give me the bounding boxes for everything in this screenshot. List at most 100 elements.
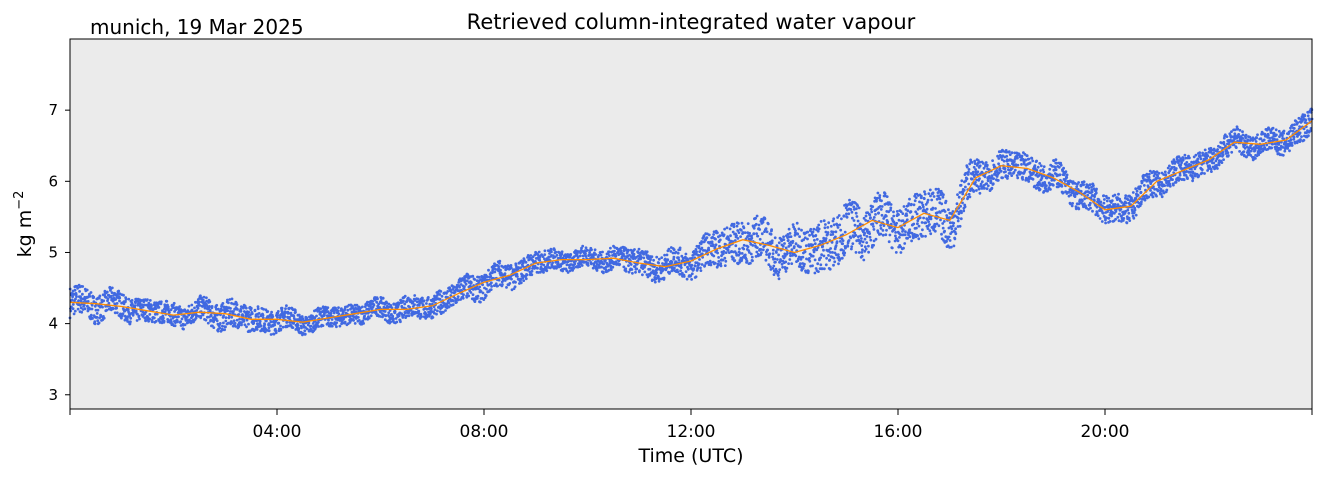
- scatter-point: [218, 326, 222, 330]
- scatter-point: [897, 218, 901, 222]
- scatter-point: [327, 318, 330, 322]
- scatter-point: [130, 299, 134, 302]
- scatter-point: [948, 216, 951, 220]
- scatter-point: [242, 319, 246, 323]
- scatter-point: [1036, 165, 1040, 169]
- scatter-point: [953, 237, 957, 241]
- scatter-point: [742, 247, 746, 251]
- scatter-point: [257, 312, 261, 315]
- scatter-point: [1054, 168, 1058, 172]
- scatter-point: [1172, 183, 1175, 187]
- scatter-point: [932, 195, 936, 198]
- scatter-point: [95, 312, 99, 315]
- scatter-point: [1009, 171, 1012, 175]
- scatter-point: [832, 263, 835, 267]
- scatter-point: [942, 220, 946, 223]
- scatter-point: [604, 259, 607, 262]
- scatter-point: [402, 313, 406, 317]
- scatter-point: [1209, 167, 1213, 171]
- scatter-point: [1091, 209, 1094, 213]
- scatter-point: [356, 316, 360, 319]
- scatter-point: [996, 154, 999, 158]
- scatter-point: [717, 260, 721, 263]
- scatter-point: [138, 317, 141, 321]
- scatter-point: [1147, 175, 1151, 179]
- scatter-point: [430, 307, 433, 310]
- scatter-point: [469, 291, 473, 294]
- scatter-point: [842, 214, 846, 218]
- scatter-point: [706, 260, 710, 264]
- scatter-point: [748, 251, 751, 254]
- scatter-point: [789, 243, 793, 247]
- scatter-point: [894, 251, 898, 254]
- scatter-point: [1142, 184, 1146, 187]
- scatter-point: [820, 253, 823, 257]
- scatter-point: [978, 160, 982, 164]
- scatter-point: [857, 251, 861, 254]
- scatter-point: [548, 252, 551, 255]
- scatter-point: [902, 205, 906, 208]
- scatter-point: [367, 308, 371, 311]
- scatter-point: [843, 251, 847, 255]
- scatter-point: [1077, 181, 1080, 184]
- scatter-point: [770, 228, 773, 232]
- scatter-point: [779, 259, 783, 262]
- scatter-point: [788, 232, 792, 235]
- scatter-point: [591, 266, 595, 270]
- scatter-point: [471, 293, 475, 296]
- scatter-point: [951, 210, 955, 213]
- scatter-point: [566, 271, 570, 274]
- scatter-point: [1203, 148, 1207, 152]
- scatter-point: [735, 224, 739, 228]
- scatter-point: [124, 300, 127, 304]
- scatter-point: [962, 209, 966, 213]
- scatter-point: [376, 297, 379, 301]
- scatter-point: [1183, 153, 1187, 157]
- scatter-point: [278, 316, 282, 320]
- scatter-point: [933, 229, 937, 233]
- scatter-point: [276, 314, 279, 317]
- scatter-point: [201, 298, 205, 302]
- scatter-point: [303, 329, 307, 333]
- scatter-point: [741, 231, 745, 234]
- scatter-point: [1139, 190, 1143, 194]
- scatter-point: [1162, 191, 1166, 195]
- scatter-point: [974, 168, 977, 171]
- scatter-point: [85, 288, 89, 292]
- scatter-point: [990, 186, 994, 190]
- scatter-point: [1157, 171, 1161, 175]
- scatter-point: [297, 327, 301, 330]
- scatter-point: [481, 283, 484, 287]
- scatter-point: [231, 321, 234, 325]
- scatter-point: [1031, 177, 1035, 181]
- scatter-point: [124, 297, 128, 301]
- scatter-point: [1239, 139, 1243, 143]
- scatter-point: [222, 321, 225, 325]
- scatter-point: [578, 254, 582, 258]
- scatter-point: [479, 300, 482, 304]
- scatter-point: [761, 220, 765, 224]
- scatter-point: [1222, 142, 1226, 146]
- scatter-point: [1108, 220, 1112, 223]
- scatter-point: [335, 325, 338, 329]
- scatter-point: [1147, 195, 1151, 199]
- scatter-point: [340, 322, 343, 326]
- scatter-point: [240, 323, 243, 327]
- scatter-point: [300, 326, 303, 330]
- scatter-point: [700, 246, 704, 250]
- scatter-point: [1006, 177, 1009, 180]
- scatter-point: [855, 215, 859, 218]
- scatter-point: [224, 325, 227, 329]
- scatter-point: [1186, 177, 1189, 181]
- scatter-point: [128, 314, 131, 318]
- scatter-point: [216, 329, 220, 333]
- scatter-point: [632, 252, 636, 256]
- scatter-point: [857, 239, 861, 243]
- scatter-point: [842, 253, 846, 257]
- scatter-point: [911, 215, 914, 219]
- scatter-point: [416, 297, 420, 301]
- scatter-point: [867, 250, 870, 254]
- scatter-point: [330, 324, 334, 328]
- scatter-point: [627, 264, 630, 267]
- scatter-point: [571, 269, 574, 272]
